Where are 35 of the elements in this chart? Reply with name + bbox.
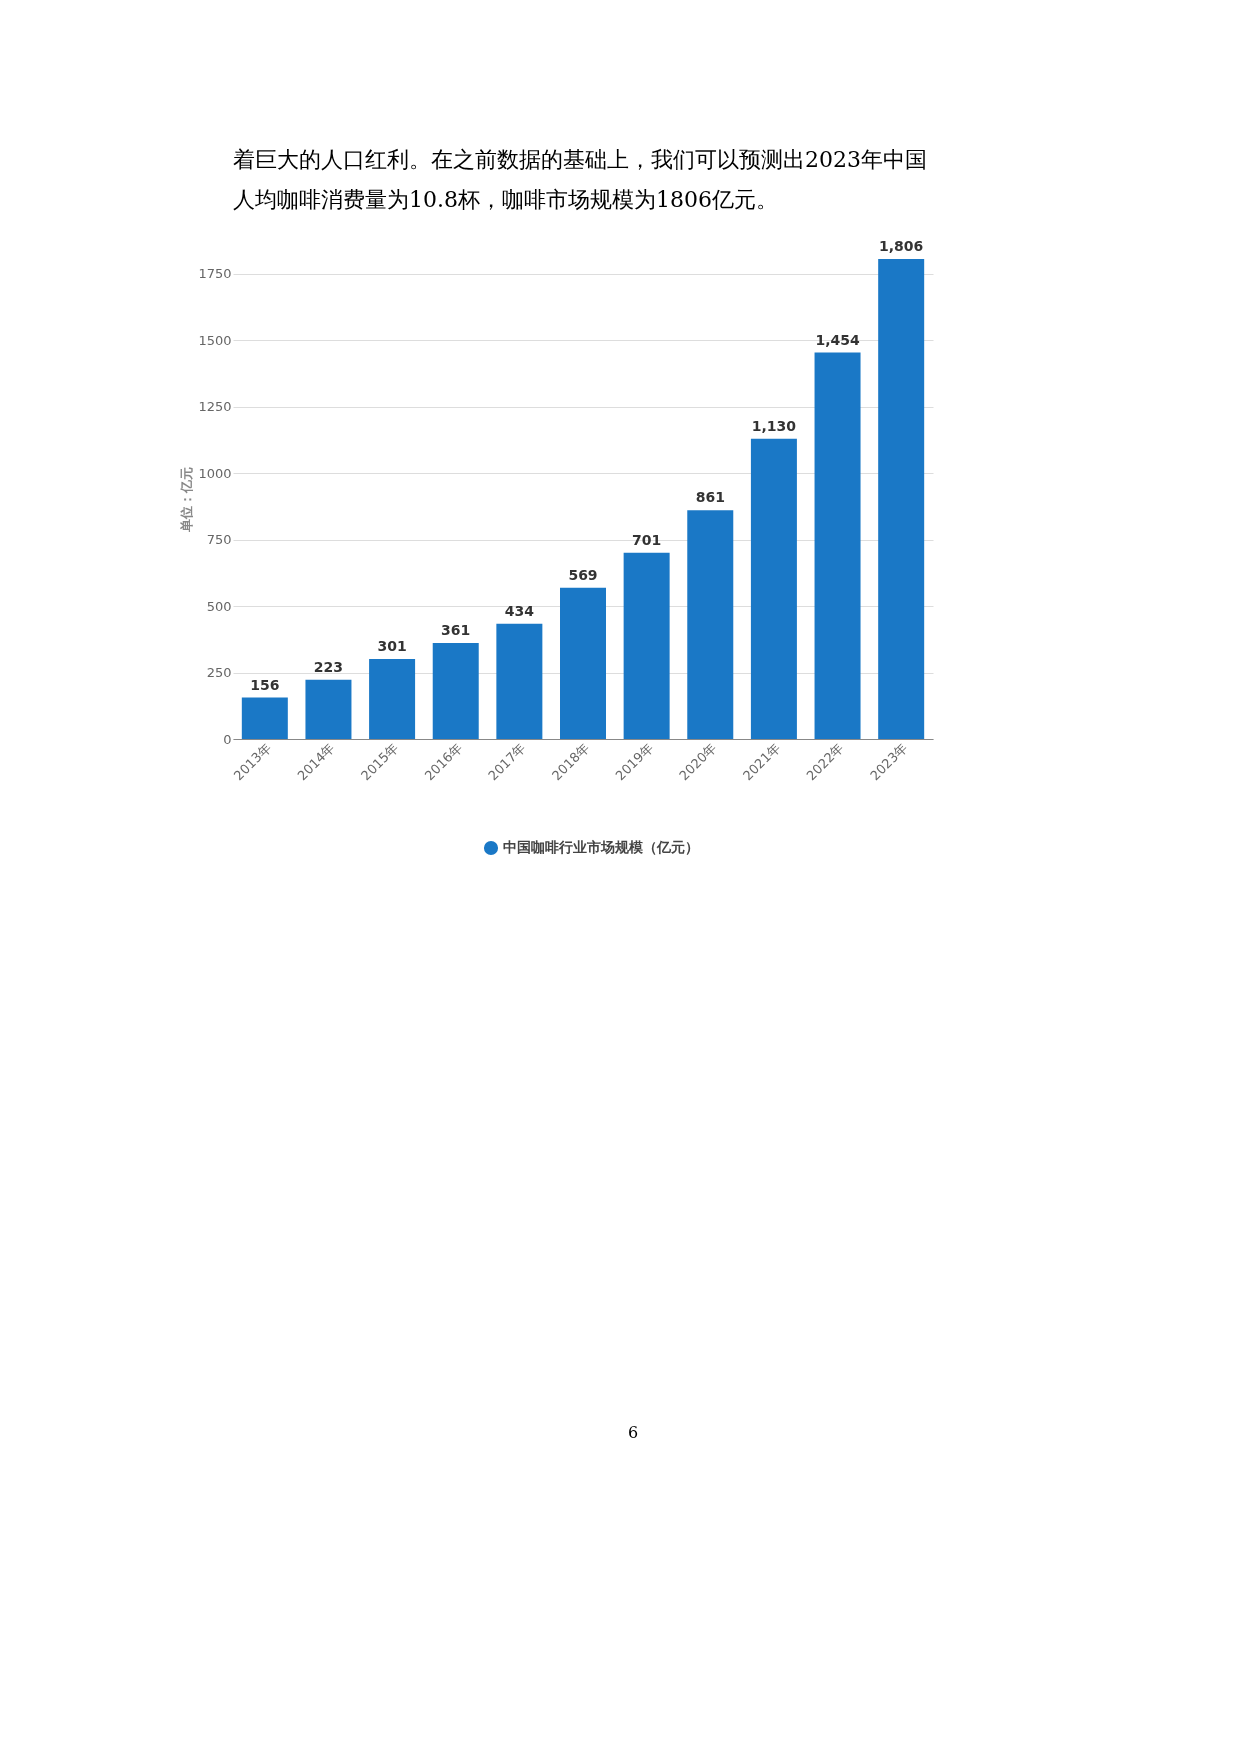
text: 6 [627,1423,639,1442]
bar [432,643,479,739]
bar [878,259,925,739]
y-tick-label: 500 [206,598,232,614]
text: 361 [441,622,471,639]
bar [305,679,352,739]
text: 301 [377,638,407,654]
y-tick-label: 1500 [198,332,232,348]
bar [814,352,861,739]
text: 861 [695,489,725,506]
bar [623,552,670,739]
y-tick-label: 0 [223,731,232,747]
bar [750,438,797,739]
bar [369,659,416,739]
bar [241,697,288,739]
text: 569 [568,566,598,583]
text: 701 [632,531,662,548]
bar [496,623,543,739]
text: 1,454 [815,331,860,348]
text: 人均咖啡消费量为10.8杯，咖啡市场规模为1806亿元。 [233,187,778,212]
text: 156 [250,676,280,693]
y-tick-label: 1250 [198,399,232,415]
y-tick-label: 1000 [198,465,232,481]
bar [560,587,606,739]
y-tick-label: 250 [206,665,232,681]
text: 1,130 [751,417,797,434]
text: 434 [504,602,534,619]
bar [687,510,734,739]
text: 223 [313,658,344,675]
text: 着巨大的人口红利。在之前数据的基础上，我们可以预测出2023年中国 [233,147,927,172]
y-axis-title: 单位：亿元 [179,467,195,533]
y-tick-label: 1750 [198,266,232,282]
y-tick-label: 750 [206,532,232,548]
text: 1,806 [879,238,924,254]
legend-label: 中国咖啡行业市场规模（亿元） [503,839,699,855]
